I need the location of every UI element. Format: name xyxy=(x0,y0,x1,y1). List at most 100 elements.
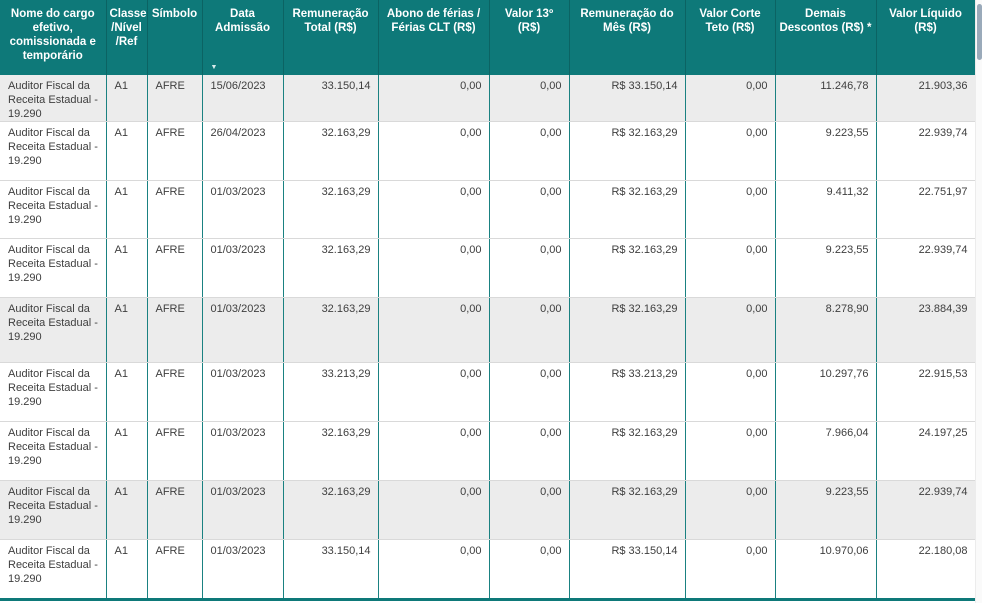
table-cell: 22.939,74 xyxy=(876,238,976,298)
table-cell: 21.903,36 xyxy=(876,75,976,122)
table-cell: 9.223,55 xyxy=(775,121,877,181)
table-cell: A1 xyxy=(106,421,148,481)
table-cell: 0,00 xyxy=(378,121,490,181)
table-cell: 0,00 xyxy=(378,421,490,481)
scrollbar-thumb[interactable] xyxy=(977,4,982,60)
table-cell: AFRE xyxy=(147,421,203,481)
table-cell: 01/03/2023 xyxy=(202,180,284,239)
table-cell: R$ 33.213,29 xyxy=(569,362,686,422)
table-cell: A1 xyxy=(106,297,148,363)
column-header-label: Data Admissão xyxy=(215,8,270,34)
table-cell: Auditor Fiscal da Receita Estadual - 19.… xyxy=(0,238,107,298)
table-cell: 0,00 xyxy=(489,362,570,422)
table-cell: R$ 32.163,29 xyxy=(569,297,686,363)
column-header[interactable]: Valor 13º (R$) ▼ xyxy=(489,0,570,75)
table-cell: 23.884,39 xyxy=(876,297,976,363)
table-cell: 01/03/2023 xyxy=(202,238,284,298)
column-header-label: Remuneração Total (R$) xyxy=(292,8,369,34)
column-header[interactable]: Demais Descontos (R$) * ▼ xyxy=(775,0,877,75)
table-cell: 0,00 xyxy=(685,238,776,298)
table-cell: AFRE xyxy=(147,180,203,239)
table-cell: AFRE xyxy=(147,480,203,540)
table-cell: 0,00 xyxy=(378,539,490,600)
table-row: Auditor Fiscal da Receita Estadual - 19.… xyxy=(0,238,976,298)
table-cell: AFRE xyxy=(147,75,203,122)
table-cell: 0,00 xyxy=(685,539,776,600)
table-cell: 0,00 xyxy=(378,480,490,540)
table-cell: 11.246,78 xyxy=(775,75,877,122)
table-cell: 0,00 xyxy=(489,297,570,363)
header-row: Nome do cargo efetivo, comissionada e te… xyxy=(0,0,976,75)
column-header[interactable]: Abono de férias / Férias CLT (R$) ▼ xyxy=(378,0,490,75)
table-cell: 9.223,55 xyxy=(775,480,877,540)
table-row: Auditor Fiscal da Receita Estadual - 19.… xyxy=(0,180,976,239)
table-cell: 0,00 xyxy=(489,180,570,239)
column-header-label: Valor Líquido (R$) xyxy=(889,8,962,34)
table-cell: 10.970,06 xyxy=(775,539,877,600)
table-cell: AFRE xyxy=(147,121,203,181)
table-row: Auditor Fiscal da Receita Estadual - 19.… xyxy=(0,480,976,540)
table-cell: AFRE xyxy=(147,362,203,422)
table-row: Auditor Fiscal da Receita Estadual - 19.… xyxy=(0,75,976,122)
table-cell: 22.180,08 xyxy=(876,539,976,600)
table-cell: 22.915,53 xyxy=(876,362,976,422)
table-cell: 22.939,74 xyxy=(876,480,976,540)
table-cell: R$ 32.163,29 xyxy=(569,121,686,181)
table-cell: 26/04/2023 xyxy=(202,121,284,181)
table-cell: Auditor Fiscal da Receita Estadual - 19.… xyxy=(0,480,107,540)
column-header-label: Abono de férias / Férias CLT (R$) xyxy=(386,8,481,34)
table-cell: 33.150,14 xyxy=(283,539,379,600)
table-cell: 01/03/2023 xyxy=(202,480,284,540)
table-cell: AFRE xyxy=(147,539,203,600)
table-row: Auditor Fiscal da Receita Estadual - 19.… xyxy=(0,297,976,363)
table-header: Nome do cargo efetivo, comissionada e te… xyxy=(0,0,976,75)
table-cell: 24.197,25 xyxy=(876,421,976,481)
table-cell: 32.163,29 xyxy=(283,121,379,181)
table-cell: 0,00 xyxy=(685,121,776,181)
table-cell: A1 xyxy=(106,362,148,422)
table-cell: 0,00 xyxy=(685,480,776,540)
table-cell: A1 xyxy=(106,238,148,298)
table-cell: Auditor Fiscal da Receita Estadual - 19.… xyxy=(0,180,107,239)
table-cell: Auditor Fiscal da Receita Estadual - 19.… xyxy=(0,121,107,181)
column-header-label: Classe /Nível /Ref xyxy=(109,8,147,48)
column-header-label: Símbolo xyxy=(151,8,198,20)
column-header[interactable]: Nome do cargo efetivo, comissionada e te… xyxy=(0,0,107,75)
table-cell: 01/03/2023 xyxy=(202,539,284,600)
table-row: Auditor Fiscal da Receita Estadual - 19.… xyxy=(0,362,976,422)
column-header-label: Valor 13º (R$) xyxy=(504,8,554,34)
table-cell: 32.163,29 xyxy=(283,297,379,363)
column-header[interactable]: Classe /Nível /Ref ▼ xyxy=(106,0,148,75)
table-cell: 0,00 xyxy=(378,362,490,422)
column-header[interactable]: Valor Corte Teto (R$) ▼ xyxy=(685,0,776,75)
table-cell: Auditor Fiscal da Receita Estadual - 19.… xyxy=(0,75,107,122)
table-cell: 10.297,76 xyxy=(775,362,877,422)
table-cell: Auditor Fiscal da Receita Estadual - 19.… xyxy=(0,297,107,363)
table-cell: 32.163,29 xyxy=(283,421,379,481)
table-cell: Auditor Fiscal da Receita Estadual - 19.… xyxy=(0,539,107,600)
table-body: Auditor Fiscal da Receita Estadual - 19.… xyxy=(0,75,976,600)
table-row: Auditor Fiscal da Receita Estadual - 19.… xyxy=(0,421,976,481)
table-cell: 15/06/2023 xyxy=(202,75,284,122)
table-cell: AFRE xyxy=(147,238,203,298)
vertical-scrollbar[interactable] xyxy=(975,0,982,603)
column-header[interactable]: Símbolo ▼ xyxy=(147,0,203,75)
table-cell: 0,00 xyxy=(378,180,490,239)
table-cell: 0,00 xyxy=(685,75,776,122)
column-header[interactable]: Data Admissão ▼ xyxy=(202,0,284,75)
table-cell: AFRE xyxy=(147,297,203,363)
table-cell: 0,00 xyxy=(685,297,776,363)
table-cell: 0,00 xyxy=(489,121,570,181)
table-cell: Auditor Fiscal da Receita Estadual - 19.… xyxy=(0,421,107,481)
column-header[interactable]: Remuneração do Mês (R$) ▼ xyxy=(569,0,686,75)
table-cell: 33.150,14 xyxy=(283,75,379,122)
table-cell: A1 xyxy=(106,480,148,540)
table-cell: A1 xyxy=(106,539,148,600)
column-header[interactable]: Remuneração Total (R$) ▼ xyxy=(283,0,379,75)
table-cell: R$ 33.150,14 xyxy=(569,539,686,600)
column-header[interactable]: Valor Líquido (R$) ▼ xyxy=(876,0,976,75)
column-header-label: Nome do cargo efetivo, comissionada e te… xyxy=(9,8,96,62)
sort-dropdown-icon[interactable]: ▼ xyxy=(210,64,218,71)
table-cell: 22.751,97 xyxy=(876,180,976,239)
